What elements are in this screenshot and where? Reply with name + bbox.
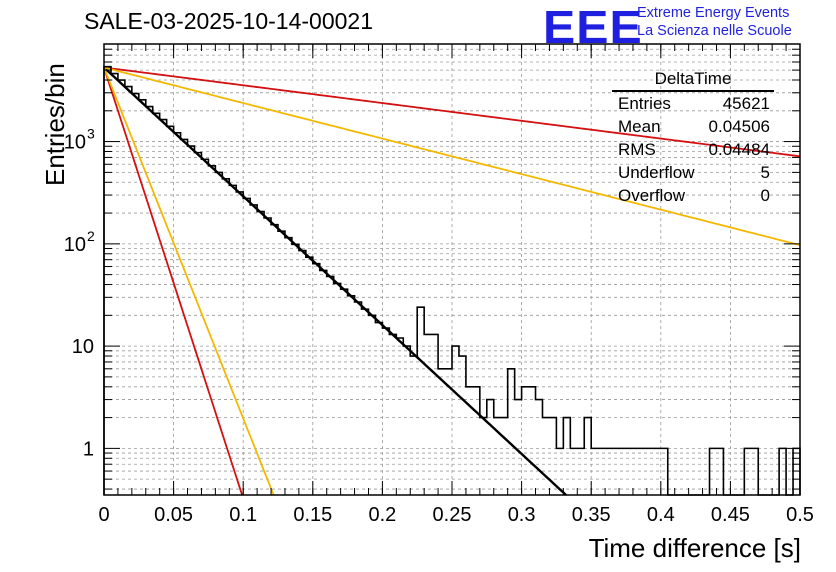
stats-label: Entries [618, 94, 671, 113]
y-tick-exponent: 3 [87, 126, 95, 142]
logo-line-2: La Scienza nelle Scuole [637, 23, 792, 39]
logo-line-1: Extreme Energy Events [637, 5, 790, 21]
x-tick-label: 0.45 [711, 504, 750, 526]
x-tick-label: 0.05 [154, 504, 193, 526]
plot-frame [103, 43, 801, 496]
stats-row: Entries 45621 [612, 92, 774, 115]
x-tick-label: 0.5 [786, 504, 814, 526]
stats-box: DeltaTime Entries 45621 Mean 0.04506 RMS… [612, 68, 774, 207]
eee-logo-text: Extreme Energy Events La Scienza nelle S… [637, 4, 792, 40]
x-axis-label: Time difference [s] [588, 533, 801, 563]
stats-value: 0.04484 [708, 140, 770, 159]
y-axis-label: Entries/bin [40, 63, 70, 186]
stats-box-title: DeltaTime [612, 68, 774, 92]
y-tick-exponent: 2 [87, 228, 95, 244]
x-tick-label: 0 [98, 504, 109, 526]
stats-label: RMS [618, 140, 656, 159]
eee-logo: EEE [543, 1, 643, 53]
axis-ticks [103, 43, 801, 495]
y-tick-label: 10 [64, 132, 86, 154]
stats-value: 0.04506 [708, 117, 770, 136]
fit-curve-red-fast [103, 67, 243, 496]
fit-curve-red-slow [103, 66, 801, 158]
stats-value: 45621 [722, 94, 770, 113]
x-tick-label: 0.3 [508, 504, 536, 526]
stats-row: Underflow 5 [612, 161, 774, 184]
y-axis-label-box: Entries/bin [6, 36, 70, 186]
histogram-bars [103, 65, 801, 496]
x-tick-label: 0.2 [368, 504, 396, 526]
stats-value: 0 [760, 186, 770, 205]
page-title: SALE-03-2025-10-14-00021 [84, 8, 373, 34]
stats-label: Overflow [618, 186, 686, 205]
x-tick-label: 0.35 [572, 504, 611, 526]
grid-lines [103, 43, 801, 495]
stats-label: Mean [618, 117, 661, 136]
x-tick-label: 0.15 [293, 504, 332, 526]
fit-curve-yellow-fast [103, 67, 275, 496]
y-tick-label: 10 [72, 336, 94, 358]
fit-curve-yellow-slow [103, 66, 801, 247]
y-tick-label: 1 [83, 438, 94, 460]
stats-row: Overflow 0 [612, 184, 774, 207]
tick-labels: 0 0.05 0.1 0.15 0.2 0.25 0.3 0.35 0.4 0.45 0.5 1 10 1… [64, 126, 814, 526]
x-tick-label: 0.1 [229, 504, 257, 526]
stats-value: 5 [760, 163, 770, 182]
x-tick-label: 0.25 [433, 504, 472, 526]
x-tick-label: 0.4 [647, 504, 675, 526]
y-tick-label: 10 [64, 234, 86, 256]
stats-row: Mean 0.04506 [612, 115, 774, 138]
stats-label: Underflow [618, 163, 695, 182]
stats-row: RMS 0.04484 [612, 138, 774, 161]
